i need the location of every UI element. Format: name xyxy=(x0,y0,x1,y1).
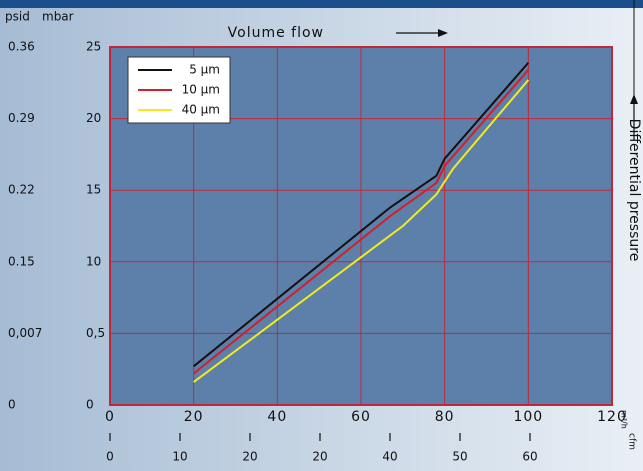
y2-tick-label: 0.29 xyxy=(8,111,35,125)
x-tick-label: 20 xyxy=(184,409,204,425)
x2-tick-label: 10 xyxy=(172,450,187,464)
x-axis-title: Volume flow xyxy=(228,25,324,41)
y2-tick-label: 0.15 xyxy=(8,254,35,268)
legend-label: 10 µm xyxy=(182,83,220,97)
y-tick-label: 0,5 xyxy=(86,326,105,340)
y-axis-title: Differential pressure xyxy=(626,119,642,262)
y2-tick-label: 0,007 xyxy=(8,326,42,340)
y2-tick-label: 0.36 xyxy=(8,40,35,54)
y-unit: mbar xyxy=(42,10,74,24)
x-tick-label: 100 xyxy=(513,409,543,425)
y-tick-label: 15 xyxy=(86,183,101,197)
line-series xyxy=(193,69,530,375)
y2-tick-label: 0 xyxy=(8,398,16,412)
x2-tick-label: 50 xyxy=(452,450,467,464)
x2-unit: cfm xyxy=(627,433,637,450)
x-tick-label: 0 xyxy=(105,409,115,425)
arrow-head xyxy=(630,94,638,104)
y2-unit: psid xyxy=(5,10,30,24)
x2-tick-label: 0 xyxy=(106,450,114,464)
y-tick-label: 10 xyxy=(86,254,101,268)
x2-tick-label: 60 xyxy=(522,450,537,464)
x-unit: m³/h xyxy=(620,410,629,429)
legend-label: 40 µm xyxy=(182,103,220,117)
legend-label: 5 µm xyxy=(189,63,220,77)
x-tick-label: 40 xyxy=(267,409,287,425)
line-series xyxy=(193,62,530,368)
arrow-head xyxy=(438,29,448,37)
y-tick-label: 20 xyxy=(86,111,101,125)
x-tick-label: 60 xyxy=(351,409,371,425)
y-tick-label: 0 xyxy=(86,398,94,412)
x2-tick-label: 40 xyxy=(382,450,397,464)
x2-tick-label: 20 xyxy=(242,450,257,464)
x-tick-label: 80 xyxy=(435,409,455,425)
x2-tick-label: 20 xyxy=(312,450,327,464)
y-tick-label: 25 xyxy=(86,40,101,54)
line-series xyxy=(193,79,530,383)
top-bar xyxy=(0,0,643,8)
y2-tick-label: 0.22 xyxy=(8,183,35,197)
x-tick-label: 120 xyxy=(597,409,627,425)
